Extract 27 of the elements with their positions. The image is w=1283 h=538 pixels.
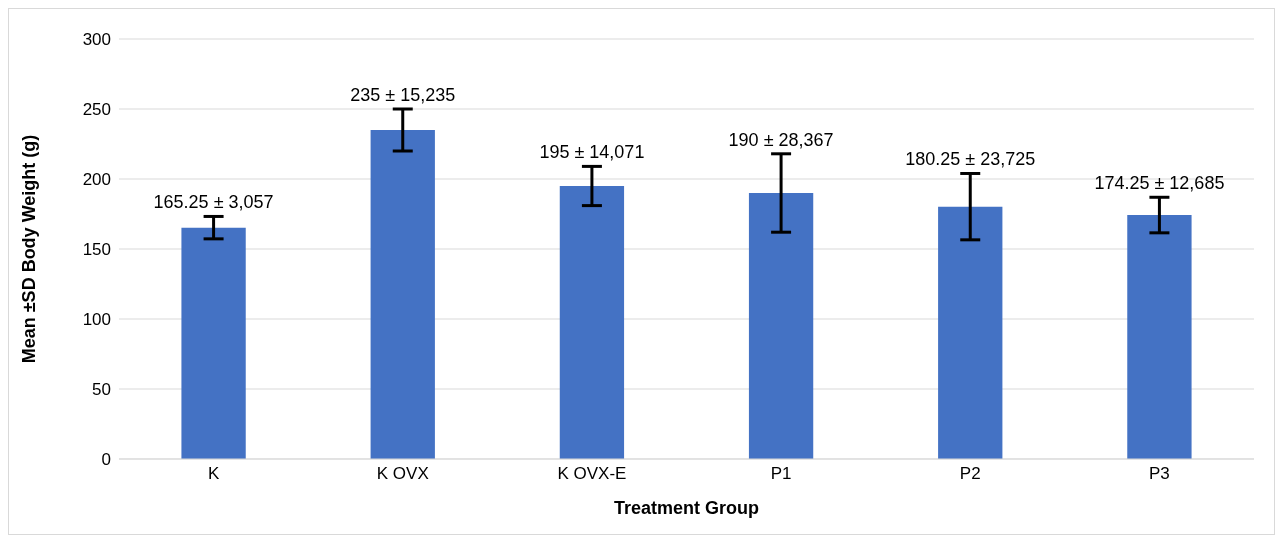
x-axis-title: Treatment Group: [613, 498, 760, 518]
y-tick-label: 150: [82, 240, 111, 260]
y-axis-title: Mean ±SD Body Weight (g): [19, 134, 40, 364]
x-tick-label: P2: [959, 464, 981, 484]
y-tick-label: 0: [101, 450, 111, 470]
bar: [181, 227, 246, 459]
data-label: 235 ± 15,235: [350, 85, 456, 105]
x-tick-label: P3: [1149, 464, 1170, 484]
x-tick-label: K: [207, 464, 220, 484]
x-tick-label: K OVX: [376, 464, 429, 484]
bar: [748, 193, 814, 459]
bar: [938, 206, 1003, 459]
y-tick-label: 50: [92, 380, 111, 400]
data-label: 180.25 ± 23,725: [905, 149, 1036, 170]
y-tick-label: 100: [82, 310, 111, 330]
bar: [559, 186, 625, 459]
y-tick-label: 250: [82, 100, 111, 120]
y-tick-label: 300: [82, 30, 111, 50]
data-label: 174.25 ± 12,685: [1094, 173, 1225, 194]
x-tick-label: K OVX-E: [557, 464, 627, 484]
data-label: 195 ± 14,071: [539, 142, 645, 163]
y-tick-label: 200: [82, 170, 111, 190]
bar: [370, 130, 435, 459]
data-label: 165.25 ± 3,057: [153, 192, 274, 213]
bar: [1127, 215, 1192, 459]
data-label: 190 ± 28,367: [728, 129, 834, 150]
x-tick-label: P1: [770, 464, 792, 484]
